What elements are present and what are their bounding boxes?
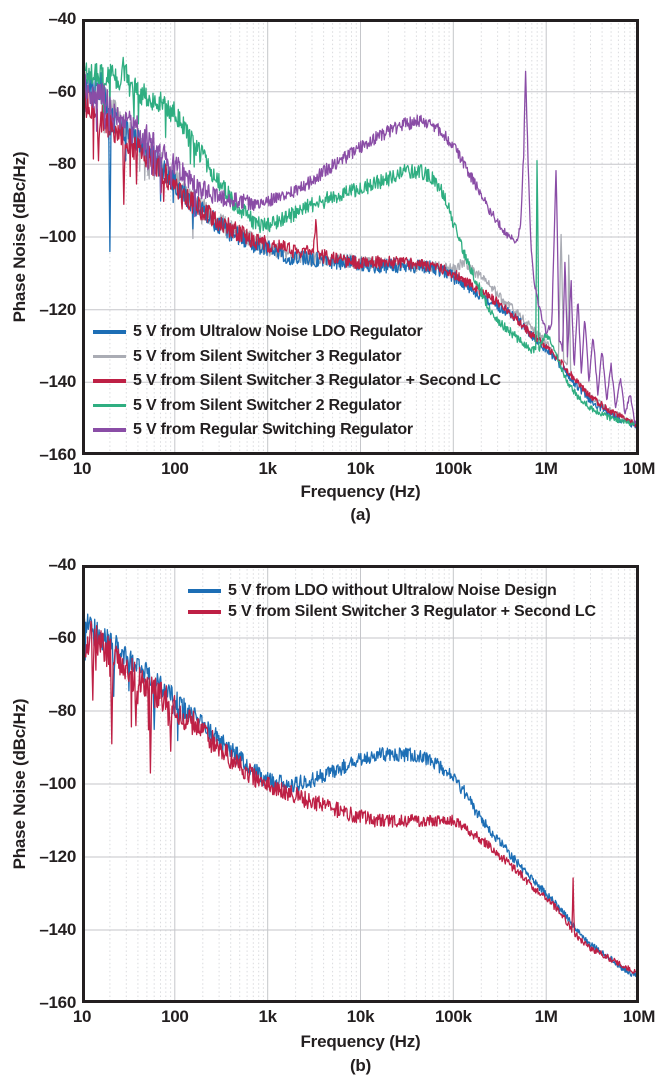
x-tick-label: 10 (72, 1007, 92, 1026)
legend-line-swatch (93, 403, 126, 408)
y-tick-label: –80 (48, 154, 77, 174)
legend-item: 5 V from Silent Switcher 3 Regulator (93, 348, 501, 366)
x-tick-label: 100 (161, 1007, 189, 1026)
x-axis-title: Frequency (Hz) (300, 482, 421, 501)
legend-label: 5 V from LDO without Ultralow Noise Desi… (228, 582, 557, 599)
y-tick-label: –60 (48, 81, 77, 101)
phase-noise-chart-b: Phase Noise (dBc/Hz) 5 V from LDO withou… (0, 545, 659, 1085)
y-tick-label: –100 (39, 774, 76, 793)
legend-label: 5 V from Silent Switcher 3 Regulator + S… (133, 372, 501, 389)
plot-area-b (82, 565, 639, 1003)
x-tick-label: 10k (346, 459, 375, 478)
y-tick-label: –80 (48, 701, 77, 720)
x-tick-label: 1M (534, 1007, 558, 1026)
x-axis-title: Frequency (Hz) (300, 1032, 421, 1051)
legend-item: 5 V from Regular Switching Regulator (93, 421, 501, 439)
chart-caption-b: (b) (349, 1056, 372, 1075)
y-tick-label: –100 (39, 227, 76, 246)
legend-item: 5 V from Silent Switcher 3 Regulator + S… (188, 603, 596, 621)
x-tick-label: 100 (161, 459, 189, 478)
plot-border (82, 565, 639, 1003)
legend-label: 5 V from Silent Switcher 3 Regulator (133, 347, 402, 365)
x-tick-label: 1k (258, 459, 278, 478)
y-tick-label: –60 (48, 628, 77, 647)
legend-label: 5 V from Ultralow Noise LDO Regulator (133, 323, 423, 340)
y-tick-label: –160 (39, 445, 76, 464)
legend-line-swatch (188, 589, 221, 593)
legend-label: 5 V from Silent Switcher 3 Regulator + S… (228, 603, 596, 620)
legend-item: 5 V from Silent Switcher 3 Regulator + S… (93, 372, 501, 390)
legend-label: 5 V from Silent Switcher 2 Regulator (133, 396, 402, 414)
x-tick-label: 10k (346, 1007, 375, 1026)
series-line-1 (82, 620, 639, 976)
legend-item: 5 V from Silent Switcher 2 Regulator (93, 397, 501, 415)
series-line-3 (82, 56, 639, 429)
x-tick-label: 10M (622, 1007, 656, 1026)
y-tick-label: –40 (48, 9, 77, 28)
x-tick-label: 10M (622, 459, 656, 478)
x-tick-label: 100k (435, 1007, 472, 1026)
legend-line-swatch (93, 354, 126, 359)
gridlines-major (82, 19, 639, 455)
y-tick-label: –120 (39, 299, 76, 319)
legend-line-swatch (93, 330, 126, 334)
y-tick-label: –140 (39, 920, 76, 939)
y-tick-label: –120 (39, 847, 76, 866)
y-tick-label: –140 (39, 372, 76, 392)
x-tick-label: 10 (72, 459, 92, 478)
plot-area-a (82, 19, 639, 455)
chart-caption-a: (a) (350, 505, 371, 524)
y-tick-label: –40 (48, 555, 77, 574)
x-tick-label: 1k (258, 1007, 278, 1026)
legend-line-swatch (93, 379, 126, 383)
series-line-4 (82, 70, 639, 424)
series-group (82, 613, 639, 980)
y-tick-label: –160 (39, 993, 76, 1012)
x-tick-label: 1M (534, 459, 558, 478)
legend-b: 5 V from LDO without Ultralow Noise Desi… (188, 582, 596, 624)
series-group (82, 56, 639, 430)
series-line-2 (82, 86, 639, 428)
legend-item: 5 V from LDO without Ultralow Noise Desi… (188, 582, 596, 600)
legend-line-swatch (93, 428, 126, 432)
x-tick-label: 100k (435, 459, 472, 478)
legend-item: 5 V from Ultralow Noise LDO Regulator (93, 323, 501, 341)
plot-border (82, 19, 639, 455)
legend-line-swatch (188, 610, 221, 614)
legend-a: 5 V from Ultralow Noise LDO Regulator 5 V… (93, 323, 501, 446)
legend-label: 5 V from Regular Switching Regulator (133, 421, 413, 438)
phase-noise-chart-a: Phase Noise (dBc/Hz) 5 V from Ultralow N… (10, 9, 656, 525)
